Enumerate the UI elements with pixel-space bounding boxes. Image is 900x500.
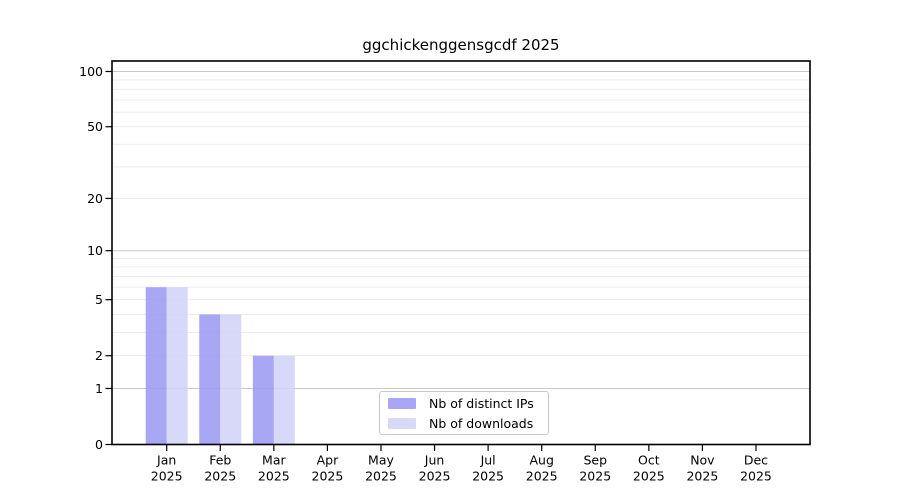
x-tick-label-year: 2025 — [419, 469, 451, 484]
plot-border — [111, 60, 811, 446]
x-tick-label-month: Jun — [424, 453, 445, 468]
x-tick-label-year: 2025 — [472, 469, 504, 484]
y-tick-label: 50 — [87, 119, 103, 134]
x-tick-label-year: 2025 — [151, 469, 183, 484]
legend-label-distinct-ips: Nb of distinct IPs — [429, 395, 534, 411]
legend: Nb of distinct IPs Nb of downloads — [379, 391, 549, 435]
bar-downloads — [220, 314, 242, 445]
x-tick-label-month: Aug — [529, 453, 553, 468]
bar-downloads — [273, 355, 295, 445]
y-tick-label: 0 — [95, 437, 103, 452]
legend-swatch-downloads — [388, 417, 416, 429]
x-tick-label-year: 2025 — [258, 469, 290, 484]
x-tick-label-year: 2025 — [312, 469, 344, 484]
x-tick-label-month: Dec — [744, 453, 768, 468]
x-tick-label-year: 2025 — [579, 469, 611, 484]
x-tick-label-month: Jan — [156, 453, 176, 468]
legend-label-downloads: Nb of downloads — [429, 415, 534, 431]
x-tick-label-month: Feb — [209, 453, 231, 468]
y-tick-label: 20 — [87, 191, 103, 206]
bar-distinct-ips — [199, 314, 221, 445]
y-tick-label: 10 — [87, 243, 103, 258]
x-tick-label-month: Apr — [317, 453, 339, 468]
x-tick-label-year: 2025 — [204, 469, 236, 484]
bar-distinct-ips — [145, 287, 167, 445]
x-tick-label-year: 2025 — [526, 469, 558, 484]
legend-swatch-distinct-ips — [388, 397, 416, 409]
legend-row-distinct-ips: Nb of distinct IPs — [380, 393, 548, 413]
bar-distinct-ips — [252, 355, 274, 445]
x-tick-label-year: 2025 — [686, 469, 718, 484]
x-tick-label-month: May — [368, 453, 394, 468]
chart-title: ggchickenggensgcdf 2025 — [362, 36, 560, 54]
x-tick-label-month: Nov — [690, 453, 715, 468]
y-tick-label: 1 — [95, 381, 103, 396]
x-tick-label-year: 2025 — [365, 469, 397, 484]
x-tick-label-month: Jul — [480, 453, 496, 468]
y-tick-label: 2 — [95, 348, 103, 363]
x-tick-label-month: Oct — [638, 453, 660, 468]
legend-row-downloads: Nb of downloads — [380, 413, 548, 433]
bar-downloads — [166, 287, 188, 445]
x-tick-label-month: Sep — [583, 453, 607, 468]
y-tick-label: 100 — [79, 64, 103, 79]
x-tick-label-year: 2025 — [633, 469, 665, 484]
x-tick-label-month: Mar — [262, 453, 286, 468]
x-tick-label-year: 2025 — [740, 469, 772, 484]
y-tick-label: 5 — [95, 292, 103, 307]
